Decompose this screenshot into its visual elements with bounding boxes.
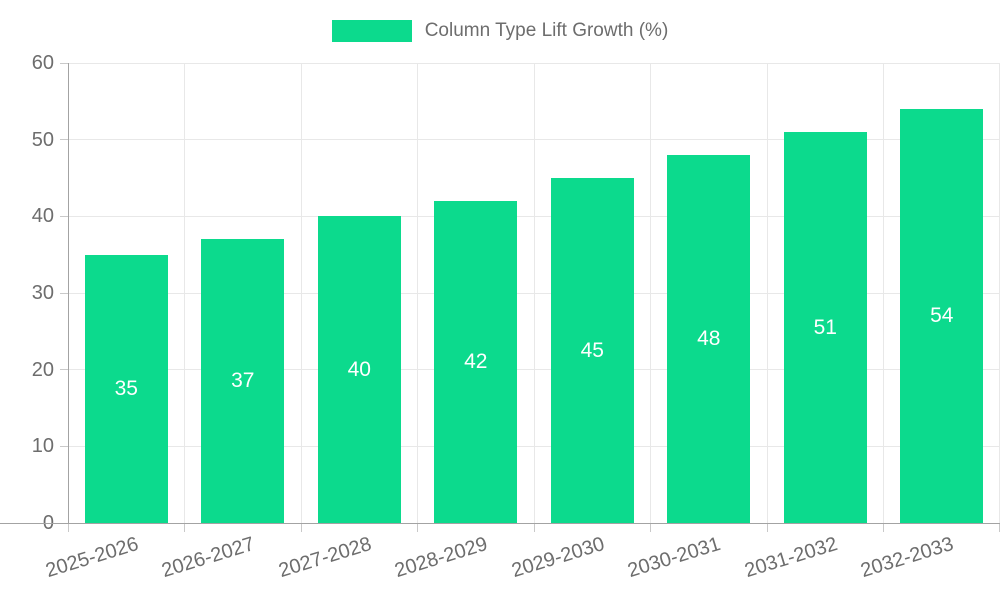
y-axis-tick-label: 40 (31, 205, 54, 228)
bar[interactable] (434, 201, 518, 523)
bar-value-label: 48 (697, 327, 721, 350)
legend-label: Column Type Lift Growth (%) (424, 20, 669, 41)
bar[interactable] (900, 109, 984, 523)
x-axis-category-label: 2029-2030 (508, 533, 607, 583)
x-axis-tick (650, 524, 651, 532)
x-gridline (766, 63, 768, 523)
x-axis-tick (533, 524, 535, 532)
y-axis-line (67, 63, 69, 524)
x-gridline (998, 63, 1000, 523)
x-gridline (417, 63, 418, 523)
bar[interactable] (550, 178, 634, 523)
bar[interactable] (667, 155, 751, 523)
bar-value-label: 37 (231, 369, 255, 393)
x-axis-category-label: 2031-2032 (741, 533, 840, 583)
x-gridline (883, 63, 884, 523)
bar[interactable] (84, 254, 168, 523)
x-axis-line (0, 522, 1000, 524)
y-axis-tick-label: 10 (31, 435, 54, 458)
y-axis-tick-label: 60 (31, 52, 54, 74)
y-axis-tick-label: 50 (31, 128, 54, 151)
bar-value-label: 51 (813, 315, 837, 339)
bar-value-label: 45 (580, 338, 604, 362)
x-gridline (650, 63, 651, 523)
y-axis-tick (60, 215, 68, 217)
x-axis-category-label: 2025-2026 (42, 533, 141, 583)
x-axis-tick (998, 524, 1000, 532)
x-gridline (184, 63, 185, 523)
x-axis-category-label: 2032-2033 (858, 533, 957, 583)
y-axis-tick-label: 20 (31, 358, 54, 381)
x-axis-tick (417, 524, 418, 532)
x-gridline (533, 63, 535, 523)
y-axis-tick (60, 139, 68, 141)
bar[interactable] (783, 132, 867, 523)
x-axis-category-label: 2026-2027 (159, 533, 258, 583)
y-axis-tick (60, 62, 68, 64)
bar-value-label: 42 (464, 350, 488, 373)
y-axis-tick (60, 445, 68, 447)
bar[interactable] (317, 216, 401, 523)
x-axis-category-label: 2030-2031 (625, 533, 724, 583)
bar[interactable] (201, 239, 285, 523)
y-axis-tick (60, 292, 68, 294)
bar-value-label: 54 (930, 304, 954, 327)
bar-value-label: 35 (114, 376, 138, 400)
bar-value-label: 40 (347, 357, 371, 381)
x-axis-category-label: 2028-2029 (392, 533, 491, 583)
y-axis-tick (60, 369, 68, 371)
x-axis-tick (883, 524, 884, 532)
x-axis-tick (67, 524, 69, 532)
y-axis-tick-label: 30 (31, 282, 54, 304)
legend[interactable]: Column Type Lift Growth (%) (0, 20, 1000, 42)
x-axis-tick (766, 524, 768, 532)
x-axis-tick (184, 524, 185, 532)
x-axis-tick (300, 524, 302, 532)
x-axis-category-label: 2027-2028 (275, 533, 374, 583)
x-gridline (300, 63, 302, 523)
legend-swatch-icon (331, 20, 412, 42)
